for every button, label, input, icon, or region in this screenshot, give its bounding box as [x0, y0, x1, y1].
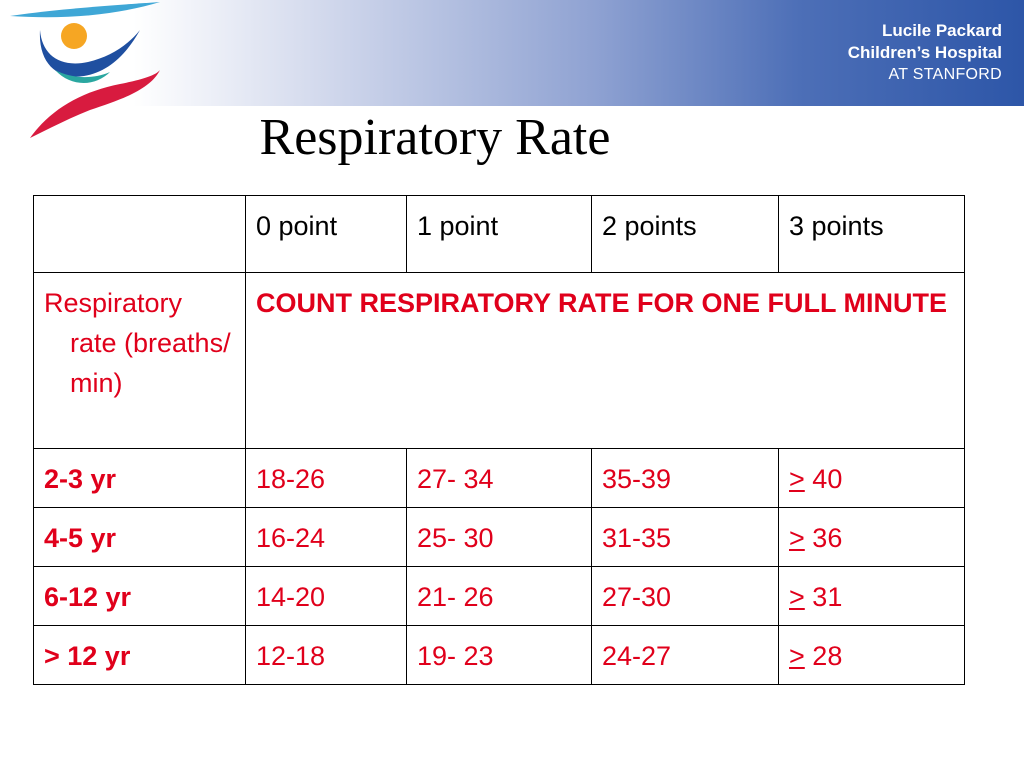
brand-line-3: AT STANFORD [888, 66, 1002, 83]
header-cell-3-points: 3 points [778, 195, 965, 273]
table-row: 6-12 yr 14-20 21- 26 27-30 > 31 [33, 566, 965, 626]
value-cell-0: 12-18 [245, 625, 407, 685]
value-cell-0: 18-26 [245, 448, 407, 508]
value-cell-3: > 28 [778, 625, 965, 685]
gte-symbol: > [789, 641, 805, 671]
table-row-instruction: Respiratory rate (breaths/ min) COUNT RE… [33, 272, 965, 449]
gte-symbol: > [789, 523, 805, 553]
hospital-figure-logo-icon [10, 2, 160, 138]
page-title: Respiratory Rate [259, 109, 611, 166]
value-cell-1: 19- 23 [406, 625, 592, 685]
value-cell-1: 27- 34 [406, 448, 592, 508]
header-cell-2-points: 2 points [591, 195, 779, 273]
threshold-value: 31 [812, 582, 843, 612]
table-header-row: 0 point 1 point 2 points 3 points [33, 195, 965, 273]
age-cell: 2-3 yr [33, 448, 246, 508]
value-cell-3: > 36 [778, 507, 965, 567]
table-row: 4-5 yr 16-24 25- 30 31-35 > 36 [33, 507, 965, 567]
age-cell: 6-12 yr [33, 566, 246, 626]
threshold-value: 40 [812, 464, 843, 494]
header-cell-empty [33, 195, 246, 273]
threshold-value: 28 [812, 641, 843, 671]
row-label-respiratory-rate: Respiratory rate (breaths/ min) [33, 272, 246, 449]
brand-line-1: Lucile Packard [881, 21, 1002, 40]
value-cell-2: 24-27 [591, 625, 779, 685]
header-band [0, 0, 1024, 106]
instruction-text: COUNT RESPIRATORY RATE FOR ONE FULL MINU… [245, 272, 965, 449]
table-row: > 12 yr 12-18 19- 23 24-27 > 28 [33, 625, 965, 685]
age-cell: 4-5 yr [33, 507, 246, 567]
value-cell-2: 35-39 [591, 448, 779, 508]
value-cell-3: > 40 [778, 448, 965, 508]
hospital-brand: Lucile Packard Children’s Hospital AT ST… [848, 20, 1002, 86]
age-cell: > 12 yr [33, 625, 246, 685]
gte-symbol: > [789, 582, 805, 612]
value-cell-2: 27-30 [591, 566, 779, 626]
value-cell-0: 14-20 [245, 566, 407, 626]
threshold-value: 36 [812, 523, 843, 553]
value-cell-1: 25- 30 [406, 507, 592, 567]
brand-line-2: Children’s Hospital [847, 43, 1002, 62]
header-cell-0-point: 0 point [245, 195, 407, 273]
respiratory-rate-table: 0 point 1 point 2 points 3 points Respir… [33, 195, 965, 685]
value-cell-1: 21- 26 [406, 566, 592, 626]
value-cell-2: 31-35 [591, 507, 779, 567]
table-row: 2-3 yr 18-26 27- 34 35-39 > 40 [33, 448, 965, 508]
gte-symbol: > [789, 464, 805, 494]
header-cell-1-point: 1 point [406, 195, 592, 273]
value-cell-0: 16-24 [245, 507, 407, 567]
value-cell-3: > 31 [778, 566, 965, 626]
